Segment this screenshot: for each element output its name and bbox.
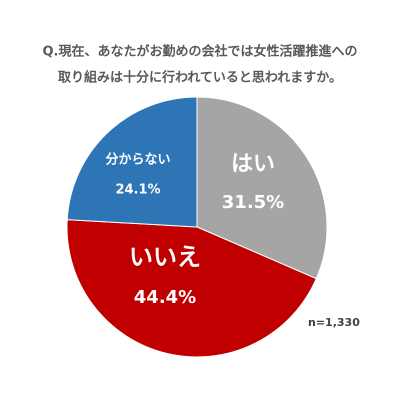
slice-name-label: はい (231, 152, 275, 177)
sample-size-note: n=1,330 (308, 316, 360, 329)
slice-value-label: 31.5% (222, 192, 284, 213)
slice-name-label: 分からない (105, 152, 170, 168)
slice-value-label: 44.4% (134, 287, 196, 308)
chart-title-line: Q.現在、あなたがお勤めの会社では女性活躍推進への (43, 44, 358, 60)
pie-slice (66, 96, 198, 228)
chart-title-line: 取り組みは十分に行われていると思われますか。 (58, 70, 342, 86)
slice-value-label: 24.1% (115, 183, 160, 198)
pie-slice (196, 96, 328, 280)
pie-slice (66, 219, 317, 358)
slice-name-label: いいえ (129, 243, 201, 271)
